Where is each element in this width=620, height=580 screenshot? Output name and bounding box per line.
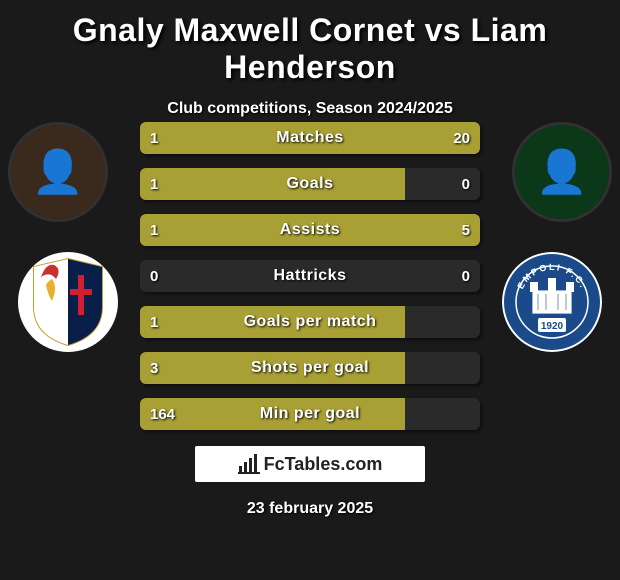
stat-label: Assists	[140, 214, 480, 246]
empoli-year: 1920	[541, 321, 564, 332]
player-right-portrait: 👤	[512, 122, 612, 222]
stat-row: 00Hattricks	[140, 260, 480, 292]
club-left-crest	[18, 252, 118, 352]
brand-text: FcTables.com	[264, 454, 383, 475]
stat-label: Hattricks	[140, 260, 480, 292]
stat-row: 3Shots per goal	[140, 352, 480, 384]
club-right-crest: EMPOLI F.C. 1920	[502, 252, 602, 352]
player-left-portrait: 👤	[8, 122, 108, 222]
stat-row: 164Min per goal	[140, 398, 480, 430]
chart-icon	[238, 454, 260, 474]
comparison-subtitle: Club competitions, Season 2024/2025	[0, 100, 620, 118]
date-text: 23 february 2025	[0, 500, 620, 518]
player-right-glyph: 👤	[515, 125, 609, 219]
stat-label: Min per goal	[140, 398, 480, 430]
comparison-title: Gnaly Maxwell Cornet vs Liam Henderson	[0, 0, 620, 86]
stats-container: 120Matches 10Goals 15Assists 00Hattricks 1Go…	[140, 122, 480, 444]
stat-row: 120Matches	[140, 122, 480, 154]
genoa-shield-icon	[28, 257, 108, 347]
stat-row: 15Assists	[140, 214, 480, 246]
stat-label: Matches	[140, 122, 480, 154]
stat-label: Shots per goal	[140, 352, 480, 384]
stat-label: Goals	[140, 168, 480, 200]
player-left-glyph: 👤	[11, 125, 105, 219]
empoli-badge-icon: EMPOLI F.C. 1920	[502, 252, 602, 352]
brand-box: FcTables.com	[195, 446, 425, 482]
stat-row: 10Goals	[140, 168, 480, 200]
stat-row: 1Goals per match	[140, 306, 480, 338]
stat-label: Goals per match	[140, 306, 480, 338]
